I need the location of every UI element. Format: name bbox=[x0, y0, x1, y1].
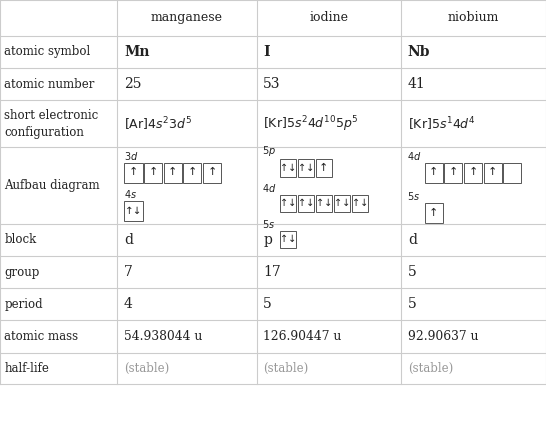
Text: group: group bbox=[4, 266, 40, 279]
Text: (stable): (stable) bbox=[124, 362, 169, 375]
Text: 92.90637 u: 92.90637 u bbox=[408, 330, 478, 343]
Text: $3d$: $3d$ bbox=[124, 150, 138, 162]
Text: $\mathrm{[Kr]5}s^{2}\mathrm{4}d^{10}\mathrm{5}p^{5}$: $\mathrm{[Kr]5}s^{2}\mathrm{4}d^{10}\mat… bbox=[263, 114, 359, 133]
Text: ↑↓: ↑↓ bbox=[280, 234, 296, 244]
Bar bbox=[280, 231, 296, 248]
Text: $\mathrm{[Ar]4}s^{2}\mathrm{3}d^{5}$: $\mathrm{[Ar]4}s^{2}\mathrm{3}d^{5}$ bbox=[124, 115, 192, 133]
Text: 5: 5 bbox=[263, 297, 272, 311]
Text: Nb: Nb bbox=[408, 45, 430, 59]
Text: 25: 25 bbox=[124, 77, 141, 91]
Bar bbox=[334, 195, 350, 212]
Text: ↑↓: ↑↓ bbox=[298, 198, 314, 208]
Text: ↑: ↑ bbox=[168, 167, 177, 177]
Text: ↑: ↑ bbox=[468, 167, 478, 177]
Text: Mn: Mn bbox=[124, 45, 150, 59]
Text: ↑↓: ↑↓ bbox=[316, 198, 332, 208]
Text: 17: 17 bbox=[263, 265, 281, 279]
Bar bbox=[280, 195, 296, 212]
Text: ↑↓: ↑↓ bbox=[334, 198, 350, 208]
Bar bbox=[298, 159, 314, 177]
Bar bbox=[316, 195, 332, 212]
Text: manganese: manganese bbox=[151, 11, 223, 24]
Bar bbox=[503, 163, 521, 183]
Text: ↑: ↑ bbox=[488, 167, 497, 177]
Text: I: I bbox=[263, 45, 270, 59]
Bar bbox=[464, 163, 482, 183]
Text: 53: 53 bbox=[263, 77, 281, 91]
Bar bbox=[280, 159, 296, 177]
Text: iodine: iodine bbox=[310, 11, 348, 24]
Text: niobium: niobium bbox=[448, 11, 500, 24]
Text: 126.90447 u: 126.90447 u bbox=[263, 330, 342, 343]
Text: ↑: ↑ bbox=[449, 167, 458, 177]
Text: p: p bbox=[263, 233, 272, 247]
Bar bbox=[124, 201, 143, 221]
Text: Aufbau diagram: Aufbau diagram bbox=[4, 179, 100, 192]
Bar bbox=[124, 163, 143, 183]
Text: block: block bbox=[4, 233, 37, 246]
Bar bbox=[183, 163, 201, 183]
Text: ↑↓: ↑↓ bbox=[280, 163, 296, 173]
Text: ↑: ↑ bbox=[429, 167, 438, 177]
Text: 5: 5 bbox=[408, 297, 417, 311]
Text: short electronic
configuration: short electronic configuration bbox=[4, 109, 99, 139]
Text: ↑: ↑ bbox=[188, 167, 197, 177]
Text: ↑: ↑ bbox=[149, 167, 158, 177]
Text: ↑↓: ↑↓ bbox=[124, 206, 143, 216]
Text: d: d bbox=[124, 233, 133, 247]
Text: $4s$: $4s$ bbox=[124, 188, 137, 200]
Text: atomic number: atomic number bbox=[4, 78, 95, 91]
Bar bbox=[164, 163, 182, 183]
Text: ↑: ↑ bbox=[207, 167, 217, 177]
Bar bbox=[425, 163, 443, 183]
Text: (stable): (stable) bbox=[408, 362, 453, 375]
Text: ↑↓: ↑↓ bbox=[352, 198, 368, 208]
Bar bbox=[144, 163, 162, 183]
Bar bbox=[316, 159, 332, 177]
Bar bbox=[425, 203, 443, 223]
Text: period: period bbox=[4, 298, 43, 311]
Text: ↑↓: ↑↓ bbox=[280, 198, 296, 208]
Text: 4: 4 bbox=[124, 297, 133, 311]
Bar bbox=[298, 195, 314, 212]
Text: $\mathrm{[Kr]5}s^{1}\mathrm{4}d^{4}$: $\mathrm{[Kr]5}s^{1}\mathrm{4}d^{4}$ bbox=[408, 115, 476, 133]
Text: ↑↓: ↑↓ bbox=[298, 163, 314, 173]
Text: 5: 5 bbox=[408, 265, 417, 279]
Bar bbox=[203, 163, 221, 183]
Text: ↑: ↑ bbox=[429, 208, 438, 218]
Text: atomic mass: atomic mass bbox=[4, 330, 79, 343]
Bar bbox=[484, 163, 502, 183]
Text: half-life: half-life bbox=[4, 362, 49, 375]
Text: $5p$: $5p$ bbox=[262, 144, 276, 158]
Bar bbox=[352, 195, 368, 212]
Text: ↑: ↑ bbox=[129, 167, 138, 177]
Text: atomic symbol: atomic symbol bbox=[4, 45, 91, 58]
Text: 41: 41 bbox=[408, 77, 426, 91]
Text: 7: 7 bbox=[124, 265, 133, 279]
Text: $4d$: $4d$ bbox=[407, 150, 421, 162]
Text: $4d$: $4d$ bbox=[262, 182, 276, 194]
Text: ↑: ↑ bbox=[319, 163, 329, 173]
Text: $5s$: $5s$ bbox=[407, 190, 420, 202]
Text: (stable): (stable) bbox=[263, 362, 308, 375]
Text: $5s$: $5s$ bbox=[262, 218, 275, 230]
Bar bbox=[444, 163, 462, 183]
Text: d: d bbox=[408, 233, 417, 247]
Text: 54.938044 u: 54.938044 u bbox=[124, 330, 203, 343]
